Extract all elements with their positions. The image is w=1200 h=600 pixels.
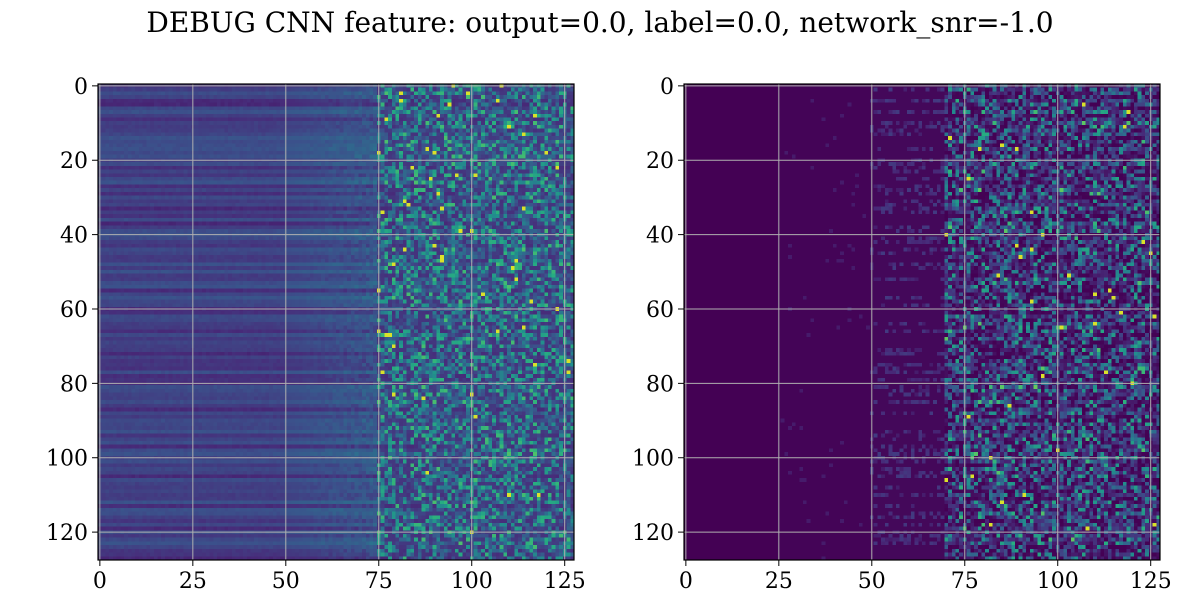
y-tick-label: 80 (60, 372, 88, 397)
y-tick-label: 0 (660, 75, 674, 100)
y-tick-label: 20 (646, 149, 674, 174)
x-tick-label: 0 (679, 569, 693, 594)
x-tick-label: 125 (544, 569, 586, 594)
x-tick-label: 0 (93, 569, 107, 594)
y-tick-label: 20 (60, 149, 88, 174)
y-tick-label: 100 (632, 447, 674, 472)
x-tick-label: 25 (179, 569, 207, 594)
y-tick-label: 0 (74, 75, 88, 100)
heatmap-cells (684, 84, 1160, 560)
heatmap-cells (98, 84, 574, 560)
x-tick-label: 100 (1037, 569, 1079, 594)
y-tick-label: 60 (60, 298, 88, 323)
x-tick-label: 100 (451, 569, 493, 594)
x-tick-label: 50 (858, 569, 886, 594)
y-tick-label: 80 (646, 372, 674, 397)
x-tick-label: 75 (365, 569, 393, 594)
y-tick-label: 120 (46, 521, 88, 546)
x-tick-label: 125 (1130, 569, 1172, 594)
x-tick-label: 25 (765, 569, 793, 594)
heatmap-panel-right: 0 25 50 75 100 125 0 20 40 60 80 100 120 (632, 75, 1172, 594)
x-tick-label: 50 (272, 569, 300, 594)
y-tick-label: 40 (60, 224, 88, 249)
y-tick-label: 60 (646, 298, 674, 323)
axes-frame (683, 83, 1161, 561)
heatmap-panel-left: 0 25 50 75 100 125 0 20 40 60 80 100 120 (46, 75, 586, 594)
y-tick-label: 100 (46, 447, 88, 472)
figure-title: DEBUG CNN feature: output=0.0, label=0.0… (146, 6, 1054, 39)
axes-frame (97, 83, 575, 561)
y-tick-label: 120 (632, 521, 674, 546)
x-tick-label: 75 (951, 569, 979, 594)
y-tick-label: 40 (646, 224, 674, 249)
